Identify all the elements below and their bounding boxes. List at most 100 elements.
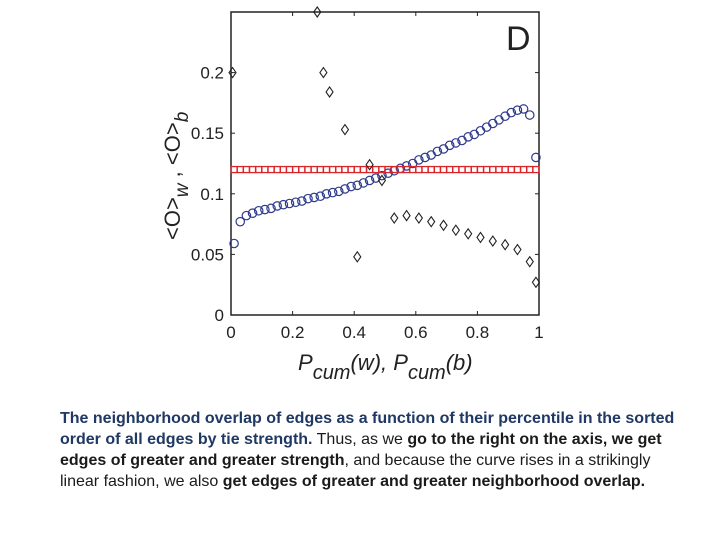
circle-point bbox=[290, 197, 301, 208]
chart-area: 0 0.2 0.4 0.6 0.8 1 0 0.05 0.1 0.15 0.2 D Pcum(w),… bbox=[160, 6, 544, 384]
y-axis-label: <O>w , <O>b bbox=[160, 112, 193, 240]
circle-point bbox=[235, 216, 246, 227]
y-tick-label: 0.15 bbox=[191, 124, 224, 143]
y-tick-label: 0 bbox=[215, 306, 224, 325]
square-point bbox=[489, 165, 497, 174]
square-point bbox=[513, 165, 522, 174]
circle-point bbox=[494, 115, 504, 125]
circle-point bbox=[297, 196, 307, 206]
circle-point bbox=[377, 170, 387, 181]
square-point bbox=[353, 165, 361, 174]
square-point bbox=[261, 165, 269, 174]
square-point bbox=[359, 165, 368, 174]
y-label-b: , <O> bbox=[160, 122, 185, 183]
circle-point bbox=[241, 210, 252, 221]
x-tick-label: 0.6 bbox=[404, 323, 428, 342]
square-point bbox=[347, 165, 355, 174]
circle-point bbox=[284, 198, 295, 209]
square-point bbox=[433, 165, 442, 174]
y-label-sub1: w bbox=[172, 182, 193, 197]
circle-point bbox=[364, 175, 375, 186]
diamond-point bbox=[513, 243, 522, 256]
square-point bbox=[310, 165, 318, 174]
diamond-point bbox=[365, 158, 374, 171]
figure-caption: The neighborhood overlap of edges as a f… bbox=[60, 408, 680, 492]
y-tick-label: 0.1 bbox=[200, 185, 224, 204]
ticks-layer: 0 0.2 0.4 0.6 0.8 1 0 0.05 0.1 0.15 0.2 bbox=[191, 12, 544, 342]
diamond-point bbox=[525, 255, 534, 268]
circle-point bbox=[444, 140, 455, 151]
x-tick-label: 0 bbox=[226, 323, 235, 342]
square-point bbox=[316, 165, 324, 174]
square-point bbox=[507, 165, 515, 174]
square-point bbox=[292, 165, 300, 174]
x-tick-label: 1 bbox=[534, 323, 543, 342]
circle-point bbox=[333, 186, 344, 197]
circle-point bbox=[346, 181, 356, 192]
circle-point bbox=[272, 201, 282, 211]
circle-point bbox=[420, 152, 430, 163]
diamond-point bbox=[377, 174, 387, 187]
circle-point bbox=[512, 105, 523, 115]
square-point bbox=[519, 165, 528, 174]
square-point bbox=[446, 165, 454, 174]
circle-point bbox=[500, 111, 510, 122]
square-point bbox=[476, 165, 485, 174]
circle-point bbox=[327, 187, 338, 198]
square-point bbox=[482, 165, 491, 174]
x-label-p2: P bbox=[393, 350, 408, 375]
diamond-point bbox=[488, 235, 497, 248]
circle-point bbox=[531, 152, 541, 163]
circle-point bbox=[518, 104, 529, 114]
circle-point bbox=[260, 204, 270, 215]
caption-text-4: , and because the curve rises in a strik… bbox=[60, 452, 651, 490]
circle-point bbox=[247, 208, 258, 218]
marks-layer bbox=[228, 6, 541, 289]
diamond-point bbox=[463, 227, 473, 240]
diamond-point bbox=[531, 276, 541, 289]
square-point bbox=[273, 165, 281, 174]
square-point bbox=[464, 165, 472, 174]
x-label-t2: (b) bbox=[446, 350, 473, 375]
caption-emphasis-5: get edges of greater and greater neighbo… bbox=[222, 473, 646, 490]
circle-point bbox=[352, 180, 363, 191]
x-label-t1: (w), bbox=[350, 350, 393, 375]
square-point bbox=[427, 165, 435, 174]
square-point bbox=[298, 165, 306, 174]
square-point bbox=[236, 165, 244, 174]
square-point bbox=[341, 165, 349, 174]
circle-point bbox=[229, 238, 239, 249]
square-point bbox=[495, 165, 503, 174]
diamond-point bbox=[451, 224, 461, 237]
circle-point bbox=[463, 132, 473, 142]
square-point bbox=[267, 165, 275, 174]
circle-point bbox=[481, 122, 492, 132]
circle-point bbox=[309, 192, 319, 203]
square-point bbox=[335, 165, 343, 174]
x-label-sub1: cum bbox=[313, 362, 351, 384]
circle-point bbox=[266, 203, 276, 214]
circle-point bbox=[432, 146, 443, 157]
square-point bbox=[452, 165, 460, 174]
y-tick-label: 0.2 bbox=[200, 64, 224, 83]
diamond-point bbox=[500, 238, 510, 251]
y-label-a: <O> bbox=[160, 197, 185, 240]
circle-point bbox=[487, 118, 498, 129]
square-point bbox=[328, 165, 337, 174]
square-point bbox=[279, 165, 288, 174]
x-tick-label: 0.4 bbox=[342, 323, 366, 342]
circle-point bbox=[358, 178, 369, 188]
x-tick-label: 0.2 bbox=[281, 323, 305, 342]
diamond-point bbox=[427, 215, 436, 228]
square-point bbox=[439, 165, 448, 174]
diamond-point bbox=[402, 209, 411, 222]
caption-sentence-1: The neighborhood overlap of edges as a f… bbox=[60, 410, 675, 448]
diamond-point bbox=[325, 86, 334, 98]
square-point bbox=[304, 165, 312, 174]
y-label-sub2: b bbox=[172, 112, 193, 123]
x-label-p1: P bbox=[298, 350, 313, 375]
diamond-point bbox=[228, 66, 237, 79]
square-point bbox=[255, 165, 263, 174]
square-point bbox=[285, 165, 294, 174]
circle-point bbox=[278, 199, 289, 210]
